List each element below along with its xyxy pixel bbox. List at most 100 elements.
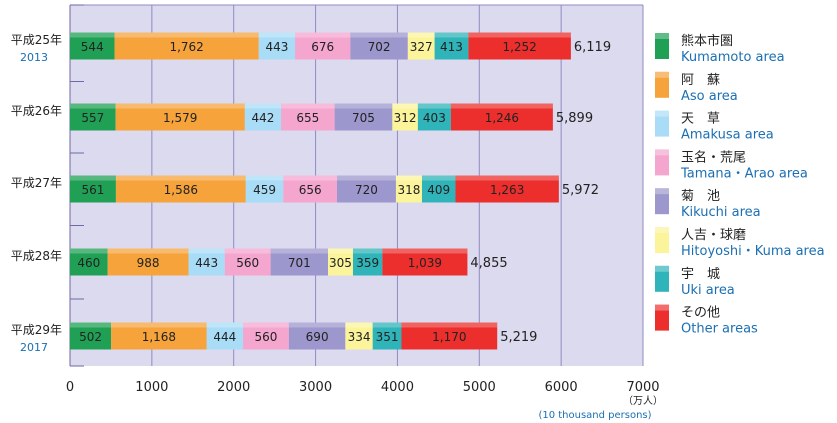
segment-value-label: 359 — [356, 256, 379, 270]
bar-segment — [455, 175, 559, 203]
bar-segment — [70, 175, 116, 203]
bar-segment — [115, 175, 246, 203]
bar-highlight — [434, 32, 469, 38]
legend-label: 天 草 — [681, 112, 720, 127]
legend-label-en: Amakusa area — [681, 128, 774, 143]
bar-highlight — [401, 322, 498, 328]
bar-highlight — [295, 32, 351, 38]
bar-segment — [70, 248, 108, 276]
bar-highlight — [224, 248, 271, 254]
segment-value-label: 656 — [299, 183, 322, 197]
bar-highlight — [244, 103, 282, 109]
segment-value-label: 1,168 — [142, 330, 176, 344]
bar-segment — [224, 248, 271, 276]
bar-highlight — [245, 175, 284, 181]
segment-value-label: 1,762 — [169, 40, 203, 54]
bars: 544 1,762 443 676 702 327 413 1,252 6,119 557 1,57… — [70, 32, 611, 350]
bar-segment — [295, 32, 351, 60]
segment-value-label: 1,246 — [485, 111, 519, 125]
segment-value-label: 312 — [394, 111, 417, 125]
bar-segment — [352, 248, 383, 276]
total-label: 5,972 — [562, 183, 599, 198]
bar-segment — [114, 32, 259, 60]
segment-value-label: 676 — [311, 40, 334, 54]
category-label: 平成28年 — [11, 249, 62, 263]
bar-highlight — [350, 32, 408, 38]
bar-highlight — [345, 322, 373, 328]
bar-segment — [70, 32, 115, 60]
legend-label: その他 — [681, 306, 720, 321]
segment-value-label: 560 — [236, 256, 259, 270]
x-tick-label: 3000 — [299, 380, 332, 395]
bar-highlight — [114, 32, 259, 38]
category-label: 平成29年 — [11, 323, 62, 337]
x-tick-label: 0 — [66, 380, 74, 395]
bar-segment — [107, 248, 189, 276]
segment-value-label: 701 — [288, 256, 311, 270]
segment-value-label: 444 — [213, 330, 236, 344]
segment-value-label: 459 — [253, 183, 276, 197]
bar-highlight — [468, 32, 571, 38]
legend-swatch-highlight — [655, 265, 669, 272]
bar-segment — [421, 175, 456, 203]
legend-swatch-highlight — [655, 304, 669, 311]
bar-segment — [258, 32, 296, 60]
legend-label-en: Hitoyoshi・Kuma area — [681, 244, 825, 259]
bar-segment — [70, 103, 116, 131]
segment-value-label: 327 — [410, 40, 433, 54]
segment-value-label: 305 — [329, 256, 352, 270]
legend-swatch — [655, 265, 669, 292]
segment-value-label: 1,252 — [502, 40, 536, 54]
category-label: 平成25年 — [11, 33, 62, 47]
bar-highlight — [392, 103, 418, 109]
bar-highlight — [243, 322, 289, 328]
x-tick-label: 4000 — [381, 380, 414, 395]
segment-value-label: 557 — [81, 111, 104, 125]
segment-value-label: 403 — [423, 111, 446, 125]
segment-value-label: 1,579 — [163, 111, 197, 125]
total-label: 5,219 — [500, 330, 537, 345]
bar-segment — [281, 103, 335, 131]
bar-segment — [395, 175, 422, 203]
legend-label-en: Aso area — [681, 89, 738, 104]
segment-value-label: 560 — [255, 330, 278, 344]
segment-value-label: 690 — [306, 330, 329, 344]
bar-segment — [350, 32, 408, 60]
segment-value-label: 409 — [427, 183, 450, 197]
bar-highlight — [352, 248, 383, 254]
legend-label: 宇 城 — [681, 267, 720, 282]
legend-swatch-highlight — [655, 227, 669, 233]
legend-label: 熊本市圏 — [681, 33, 733, 49]
bar-highlight — [270, 248, 329, 254]
bar-segment — [111, 322, 207, 350]
x-axis: 0 1000 2000 3000 4000 5000 6000 7000（万人） (10 tho… — [66, 380, 663, 421]
bar-highlight — [70, 248, 108, 254]
bar-highlight — [111, 322, 207, 328]
bar-highlight — [455, 175, 559, 181]
bar-segment — [434, 32, 469, 60]
bar-highlight — [337, 175, 396, 181]
unit-label: （万人） — [623, 395, 663, 407]
bar-highlight — [288, 322, 346, 328]
legend-swatch — [655, 227, 669, 253]
segment-value-label: 561 — [82, 183, 105, 197]
legend-label: 菊 池 — [681, 189, 720, 204]
legend-label: 玉名・荒尾 — [681, 149, 746, 165]
bar-segment — [337, 175, 396, 203]
category-label: 平成27年 — [11, 176, 62, 190]
total-label: 5,899 — [556, 111, 593, 126]
bar-highlight — [283, 175, 338, 181]
bar-segment — [392, 103, 418, 131]
bar-highlight — [206, 322, 244, 328]
segment-value-label: 502 — [79, 330, 102, 344]
legend-label: 人吉・球磨 — [681, 228, 746, 243]
